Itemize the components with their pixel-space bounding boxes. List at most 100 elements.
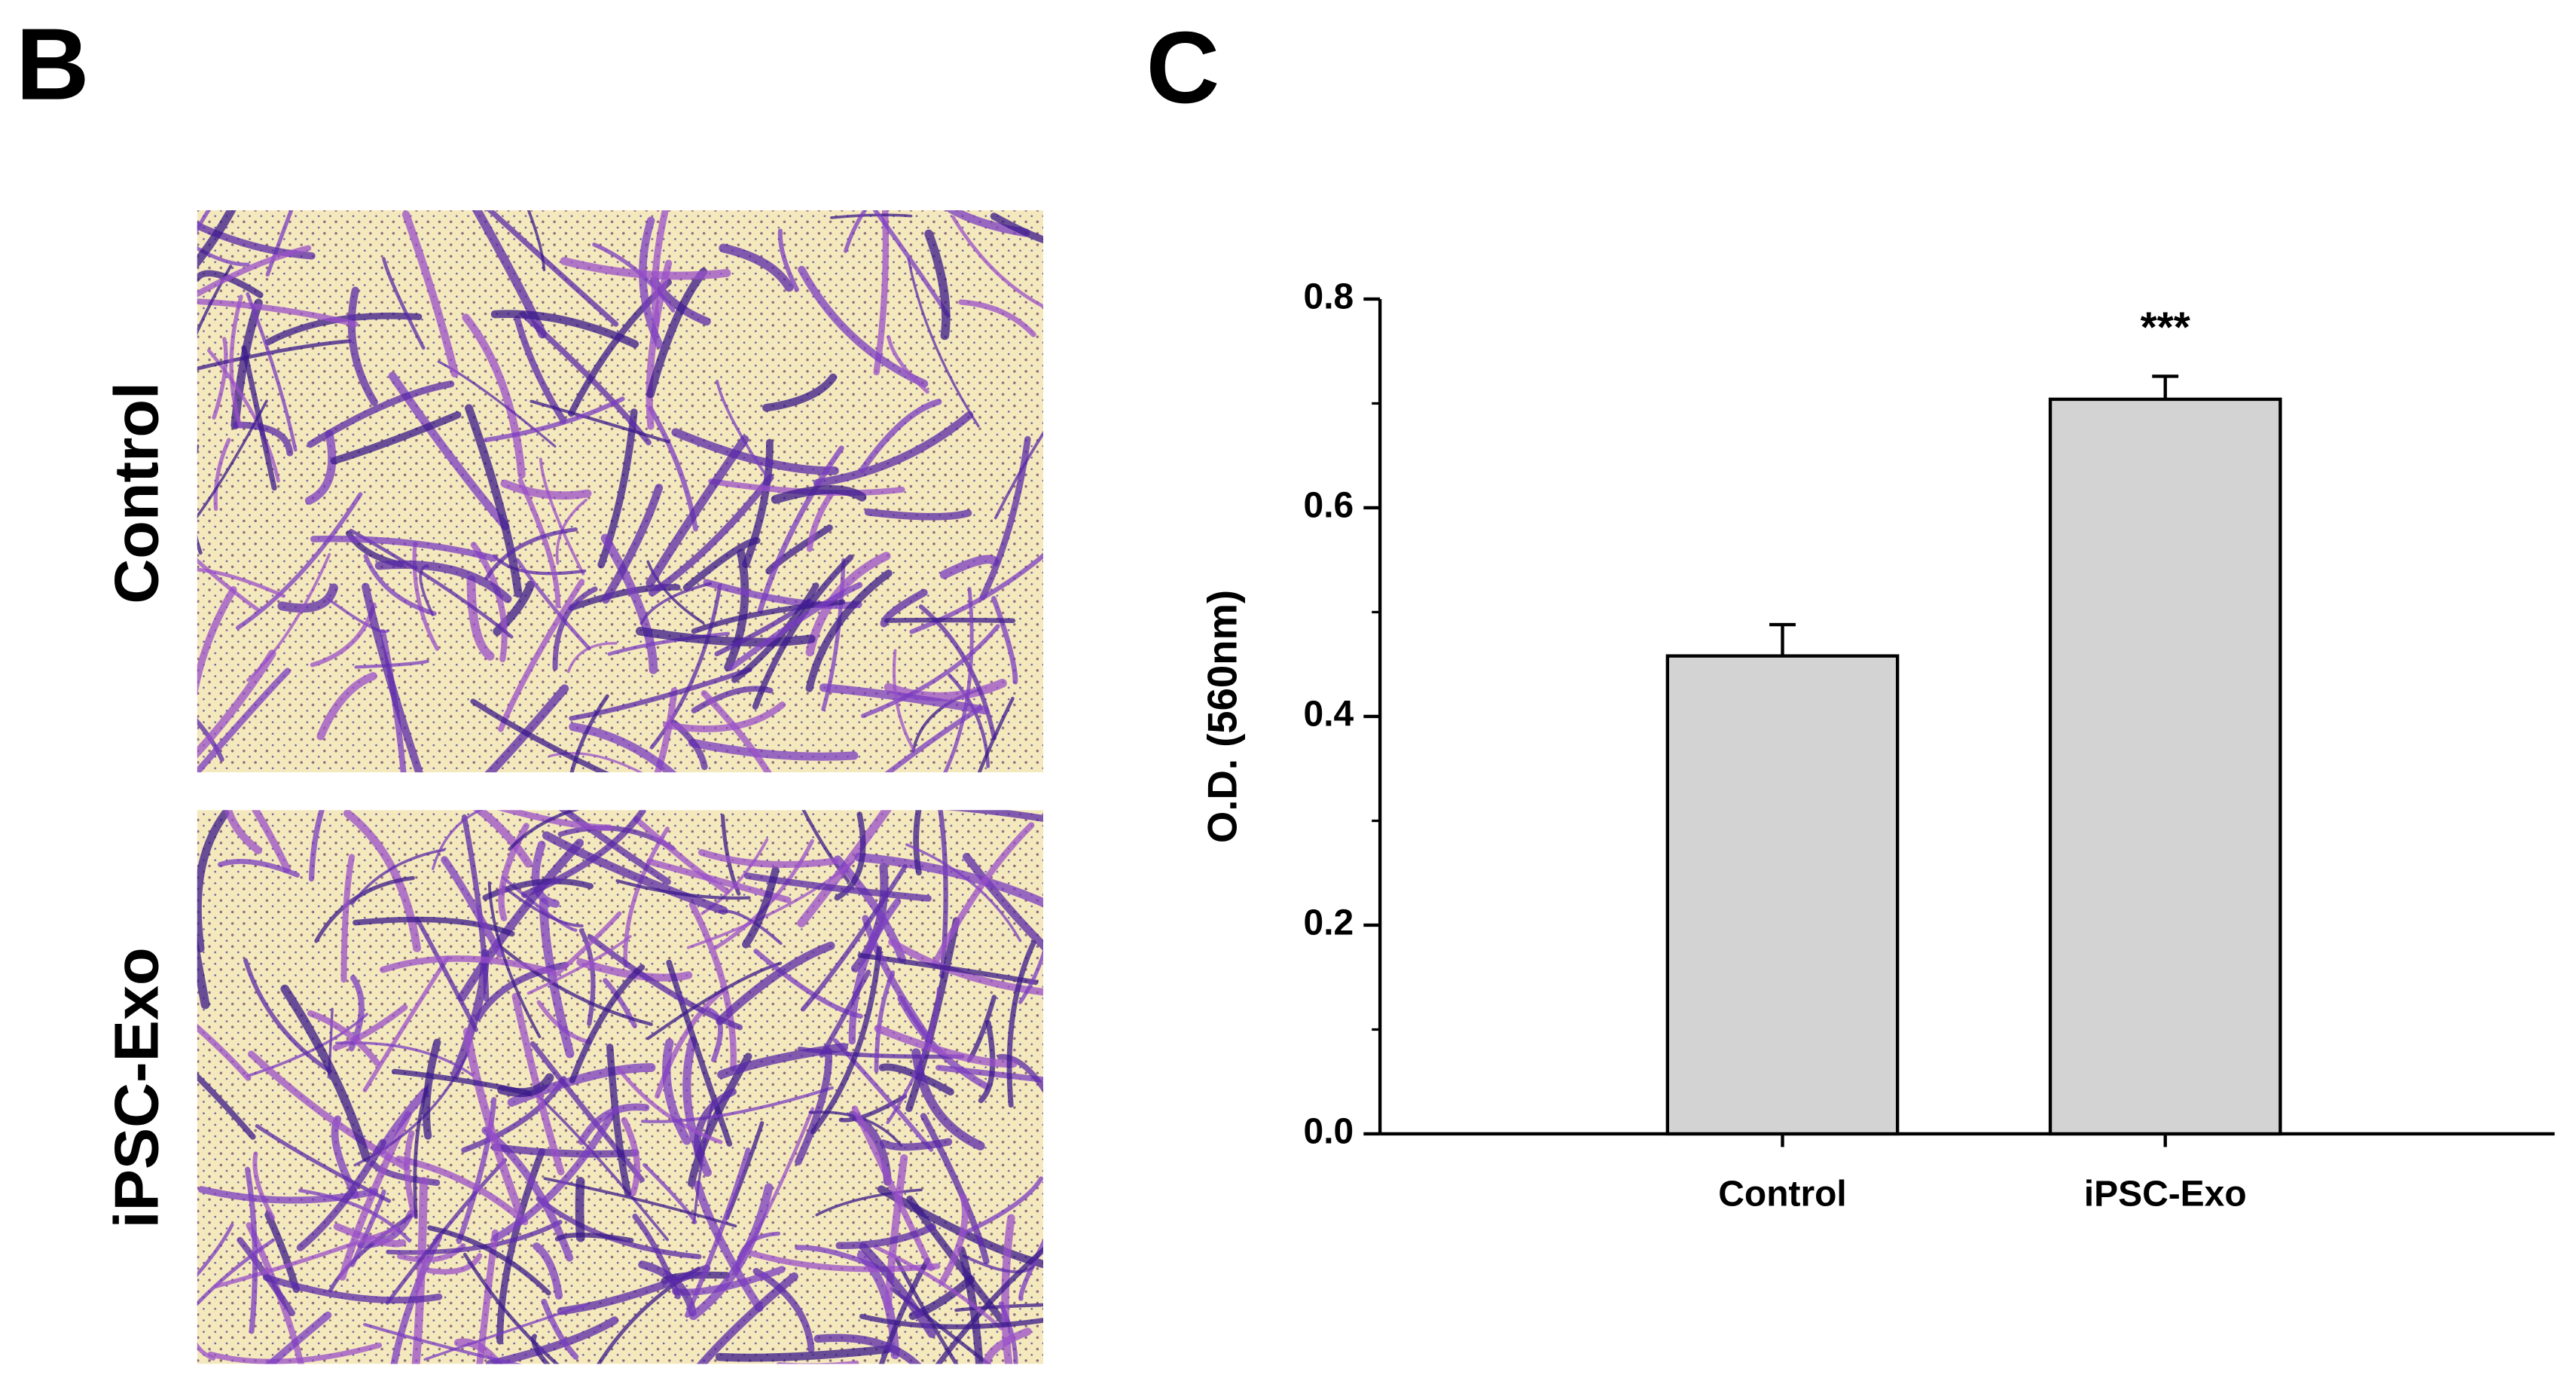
stain: [813, 1334, 922, 1364]
stain: [834, 811, 866, 901]
stain: [694, 1088, 737, 1158]
stain: [456, 1097, 497, 1245]
stain: [951, 215, 1044, 309]
stain: [332, 1004, 408, 1051]
stain: [635, 626, 816, 647]
stain: [441, 856, 505, 958]
y-tick-label: 0.0: [1304, 1112, 1354, 1152]
stain: [771, 485, 867, 504]
stain: [490, 310, 639, 349]
stain: [197, 567, 285, 598]
stain: [486, 210, 619, 327]
stain: [888, 938, 1044, 996]
stain: [197, 298, 359, 327]
stain: [861, 624, 1000, 719]
stain: [877, 1185, 1044, 1269]
stain: [411, 1177, 429, 1364]
y-tick-label: 0.4: [1304, 695, 1354, 735]
stain: [939, 1193, 969, 1286]
stain: [859, 1242, 936, 1338]
stain: [475, 961, 569, 1022]
stain: [531, 1334, 551, 1364]
stain: [700, 690, 772, 773]
stain: [453, 1338, 504, 1364]
stain: [330, 411, 462, 465]
stain: [214, 1227, 399, 1289]
stain: [246, 292, 298, 452]
stain: [874, 1024, 1018, 1068]
stain: [724, 548, 749, 672]
stain: [666, 959, 733, 1147]
stain: [466, 575, 495, 661]
stain: [484, 684, 569, 773]
stain: [864, 508, 972, 521]
stain: [906, 1195, 1009, 1328]
stain: [232, 421, 294, 457]
stain: [530, 399, 670, 444]
stain: [742, 866, 780, 949]
stain: [349, 528, 514, 639]
stain: [1018, 948, 1044, 1004]
stain: [993, 430, 1044, 520]
stain: [713, 839, 814, 950]
stain: [575, 1177, 585, 1242]
stain: [998, 1301, 1018, 1364]
stain: [715, 1345, 892, 1362]
stain: [806, 490, 835, 552]
stain: [859, 1313, 1044, 1330]
stain: [887, 335, 929, 394]
stain: [663, 701, 786, 732]
stain: [872, 210, 951, 318]
stain: [1001, 1214, 1015, 1364]
image-label: iPSC-Exo: [101, 947, 171, 1228]
stain: [682, 536, 761, 591]
stain: [686, 860, 855, 949]
stain: [813, 411, 974, 487]
stain: [615, 879, 751, 900]
stain: [520, 311, 652, 446]
stain: [752, 554, 854, 710]
stain: [462, 313, 526, 479]
stain: [423, 1303, 589, 1361]
stain: [794, 1047, 832, 1166]
stain: [878, 1063, 954, 1096]
stain: [569, 964, 646, 1083]
stain: [197, 668, 291, 773]
stain: [553, 911, 622, 978]
stain: [830, 213, 913, 219]
stain: [616, 1066, 723, 1144]
stain: [649, 474, 774, 597]
micrograph: [197, 810, 1044, 1364]
stain: [246, 553, 331, 682]
stain: [639, 582, 713, 625]
stain: [354, 659, 429, 669]
stain: [558, 810, 671, 885]
stain: [229, 295, 243, 428]
stain: [797, 810, 892, 927]
stain: [362, 955, 450, 1092]
stain: [688, 738, 859, 761]
stain: [873, 210, 890, 376]
stain: [484, 396, 625, 443]
x-tick-label: Control: [1718, 1175, 1847, 1214]
stain: [742, 438, 774, 569]
stain: [884, 617, 1016, 623]
stain: [671, 428, 839, 475]
stain: [748, 1250, 941, 1273]
stain: [197, 1072, 256, 1140]
stain: [795, 1245, 879, 1269]
stain: [844, 210, 868, 253]
stain: [349, 1189, 386, 1267]
stain: [243, 958, 333, 1074]
stain: [765, 524, 833, 575]
stain: [500, 479, 592, 500]
stain: [983, 1328, 1032, 1364]
stain: [932, 822, 1035, 967]
stain: [560, 257, 731, 280]
bar: [1665, 654, 1900, 1136]
stain: [197, 936, 210, 1010]
stain: [541, 1298, 579, 1360]
stain: [728, 582, 863, 671]
stain: [197, 264, 233, 336]
stain: [623, 826, 670, 968]
